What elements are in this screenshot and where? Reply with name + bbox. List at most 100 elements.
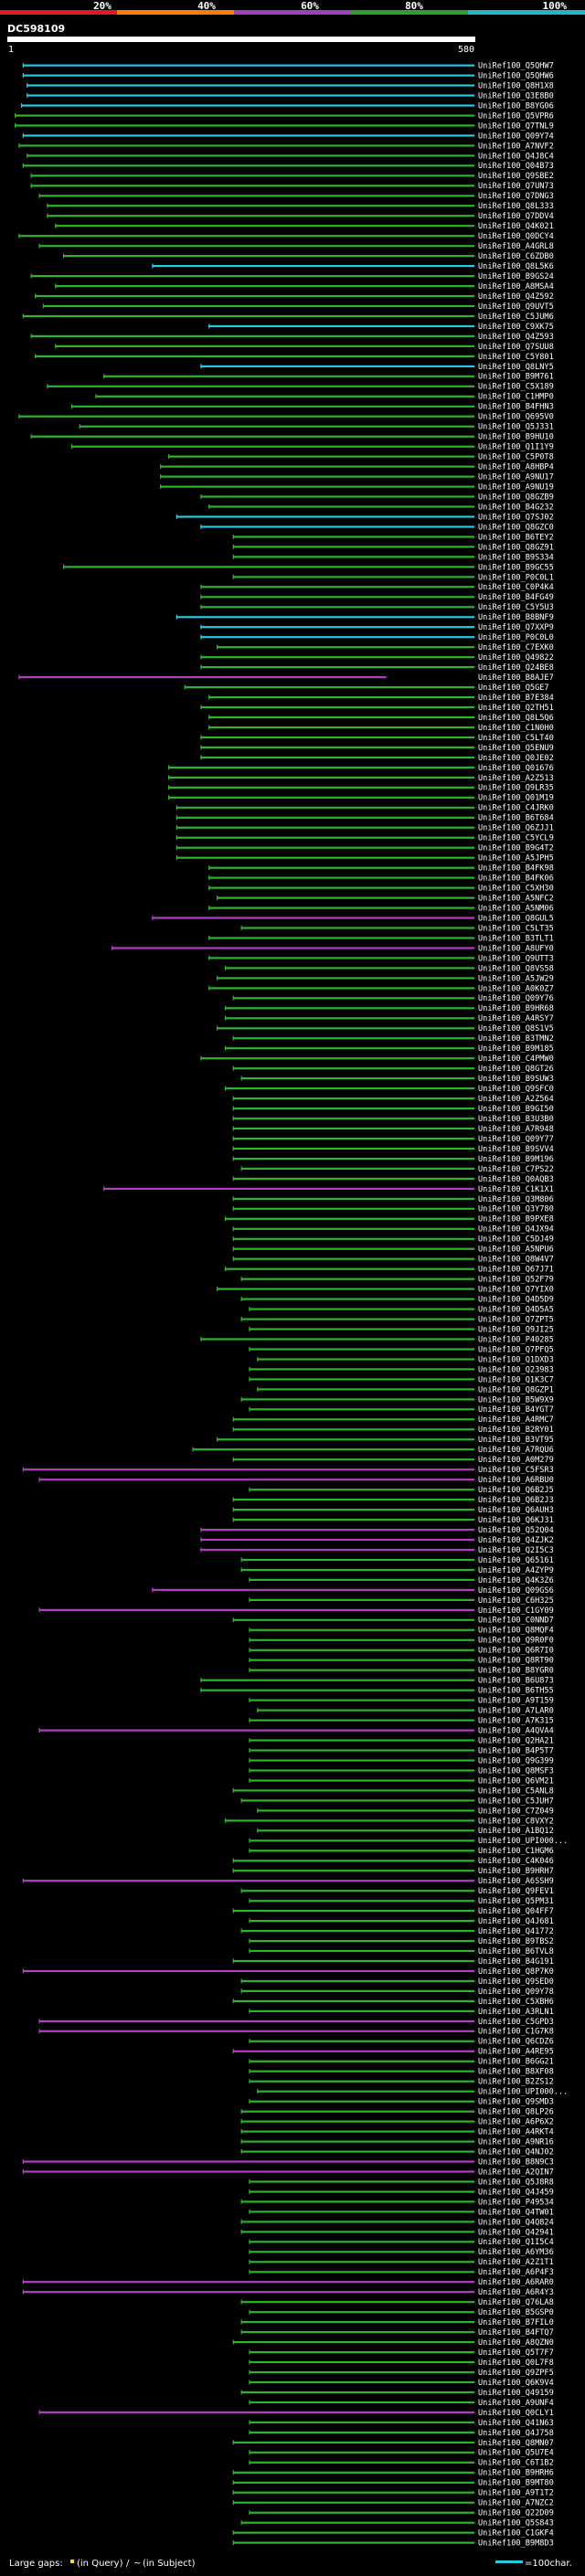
hit-label[interactable]: UniRef100_A7LAR0 (478, 1707, 554, 1716)
hit-bar[interactable] (249, 2351, 475, 2354)
hit-row[interactable]: UniRef100_B4G232 (208, 503, 554, 512)
hit-row[interactable]: UniRef100_A6SSH9 (22, 1877, 554, 1886)
hit-row[interactable]: UniRef100_B5W9X9 (240, 1395, 554, 1405)
hit-row[interactable]: UniRef100_A9NU19 (160, 483, 554, 493)
hit-row[interactable]: UniRef100_Q4J681 (249, 1917, 554, 1926)
hit-bar[interactable] (224, 967, 475, 970)
hit-label[interactable]: UniRef100_B8YGR0 (478, 1667, 554, 1676)
hit-row[interactable]: UniRef100_Q3E8B0 (27, 91, 554, 101)
hit-label[interactable]: UniRef100_Q7DNG3 (478, 192, 554, 201)
hit-label[interactable]: UniRef100_Q0DCY4 (478, 232, 554, 241)
hit-row[interactable]: UniRef100_Q7PFQ5 (249, 1345, 554, 1354)
hit-label[interactable]: UniRef100_B8YG06 (478, 101, 554, 111)
hit-label[interactable]: UniRef100_A9NU17 (478, 473, 554, 482)
hit-bar[interactable] (249, 2180, 475, 2183)
hit-label[interactable]: UniRef100_Q8GZC0 (478, 523, 554, 532)
hit-row[interactable]: UniRef100_Q41N63 (249, 2419, 554, 2428)
hit-label[interactable]: UniRef100_B9HR68 (478, 1004, 554, 1013)
hit-label[interactable]: UniRef100_Q4J681 (478, 1917, 554, 1926)
hit-row[interactable]: UniRef100_B9SVV4 (232, 1145, 554, 1154)
hit-label[interactable]: UniRef100_A2Z1T1 (478, 2258, 554, 2267)
hit-bar[interactable] (200, 606, 475, 609)
hit-label[interactable]: UniRef100_P0C0L0 (478, 633, 554, 642)
hit-bar[interactable] (240, 2221, 475, 2223)
hit-label[interactable]: UniRef100_Q09Y74 (478, 132, 554, 141)
hit-row[interactable]: UniRef100_B9TBS2 (249, 1937, 554, 1946)
hit-bar[interactable] (224, 1087, 475, 1090)
hit-row[interactable]: UniRef100_Q1DXD3 (257, 1355, 554, 1364)
hit-label[interactable]: UniRef100_Q6AUH3 (478, 1506, 554, 1515)
hit-row[interactable]: UniRef100_A9NU17 (160, 473, 554, 482)
hit-label[interactable]: UniRef100_P40285 (478, 1335, 554, 1344)
hit-bar[interactable] (192, 1448, 475, 1451)
hit-row[interactable]: UniRef100_Q4TW01 (249, 2208, 554, 2217)
hit-bar[interactable] (47, 385, 475, 387)
hit-label[interactable]: UniRef100_Q9LR35 (478, 784, 554, 793)
hit-row[interactable]: UniRef100_Q8MSF3 (249, 1766, 554, 1776)
hit-bar[interactable] (200, 1689, 475, 1691)
hit-row[interactable]: UniRef100_B2ZS12 (249, 2078, 554, 2087)
hit-row[interactable]: UniRef100_A4GRL8 (38, 242, 554, 251)
hit-bar[interactable] (22, 1969, 475, 1973)
hit-label[interactable]: UniRef100_C7PS22 (478, 1165, 554, 1174)
hit-label[interactable]: UniRef100_B9MT80 (478, 2479, 554, 2488)
hit-row[interactable]: UniRef100_Q24BE8 (200, 663, 554, 673)
hit-label[interactable]: UniRef100_A4ZYP9 (478, 1566, 554, 1575)
hit-label[interactable]: UniRef100_Q8GZ91 (478, 543, 554, 552)
hit-bar[interactable] (249, 2401, 475, 2404)
hit-row[interactable]: UniRef100_Q6B2J3 (232, 1496, 554, 1505)
hit-label[interactable]: UniRef100_Q8MSF3 (478, 1766, 554, 1776)
hit-label[interactable]: UniRef100_Q4TW01 (478, 2208, 554, 2217)
hit-label[interactable]: UniRef100_Q4K021 (478, 222, 554, 231)
hit-label[interactable]: UniRef100_UPI000... (478, 1837, 568, 1846)
hit-bar[interactable] (232, 2501, 475, 2504)
hit-row[interactable]: UniRef100_B9HRH7 (232, 1867, 554, 1876)
hit-row[interactable]: UniRef100_Q6CDZ6 (249, 2038, 554, 2047)
hit-label[interactable]: UniRef100_Q42941 (478, 2228, 554, 2237)
hit-label[interactable]: UniRef100_B5GSP0 (478, 2308, 554, 2317)
hit-bar[interactable] (200, 626, 475, 629)
hit-row[interactable]: UniRef100_A2Z513 (168, 774, 554, 783)
hit-row[interactable]: UniRef100_Q4Z593 (30, 333, 554, 342)
hit-label[interactable]: UniRef100_A2Z513 (478, 774, 554, 783)
hit-label[interactable]: UniRef100_B7E384 (478, 694, 554, 703)
hit-label[interactable]: UniRef100_A4RE95 (478, 2048, 554, 2057)
hit-label[interactable]: UniRef100_A9UNF4 (478, 2399, 554, 2408)
hit-row[interactable]: UniRef100_A5JW29 (217, 974, 554, 983)
hit-label[interactable]: UniRef100_C5LT40 (478, 734, 554, 743)
hit-label[interactable]: UniRef100_B9SUW3 (478, 1075, 554, 1084)
hit-label[interactable]: UniRef100_Q1I1Y9 (478, 443, 554, 452)
hit-bar[interactable] (249, 1628, 475, 1631)
hit-label[interactable]: UniRef100_Q7SJ02 (478, 513, 554, 522)
hit-row[interactable]: UniRef100_B8AJE7 (18, 673, 554, 683)
hit-label[interactable]: UniRef100_Q8P7K0 (478, 1967, 554, 1977)
hit-label[interactable]: UniRef100_Q41N63 (478, 2419, 554, 2428)
hit-bar[interactable] (22, 2160, 475, 2163)
hit-row[interactable]: UniRef100_A5NPU6 (232, 1246, 554, 1255)
hit-bar[interactable] (30, 185, 475, 187)
hit-bar[interactable] (22, 134, 475, 137)
hit-label[interactable]: UniRef100_Q0CLY1 (478, 2409, 554, 2418)
hit-bar[interactable] (249, 2421, 475, 2423)
hit-label[interactable]: UniRef100_Q9SFC0 (478, 1085, 554, 1094)
hit-bar[interactable] (38, 2030, 475, 2032)
hit-bar[interactable] (224, 1267, 475, 1270)
hit-row[interactable]: UniRef100_Q2HA21 (249, 1736, 554, 1745)
hit-bar[interactable] (103, 375, 475, 377)
hit-row[interactable]: UniRef100_Q9SFC0 (224, 1085, 554, 1094)
hit-row[interactable]: UniRef100_Q9G399 (249, 1756, 554, 1765)
hit-bar[interactable] (240, 2321, 475, 2324)
hit-row[interactable]: UniRef100_B6T684 (176, 814, 554, 823)
hit-bar[interactable] (208, 324, 475, 328)
hit-label[interactable]: UniRef100_Q7YIX0 (478, 1286, 554, 1295)
hit-row[interactable]: UniRef100_A8MSA4 (55, 282, 554, 292)
hit-bar[interactable] (232, 1418, 475, 1421)
hit-label[interactable]: UniRef100_C5FSR3 (478, 1466, 554, 1475)
hit-bar[interactable] (200, 756, 475, 758)
hit-bar[interactable] (30, 334, 475, 337)
hit-label[interactable]: UniRef100_Q4Q824 (478, 2218, 554, 2227)
hit-label[interactable]: UniRef100_Q9G399 (478, 1756, 554, 1765)
hit-label[interactable]: UniRef100_B8XF08 (478, 2068, 554, 2077)
hit-bar[interactable] (249, 2431, 475, 2433)
hit-bar[interactable] (249, 2190, 475, 2193)
